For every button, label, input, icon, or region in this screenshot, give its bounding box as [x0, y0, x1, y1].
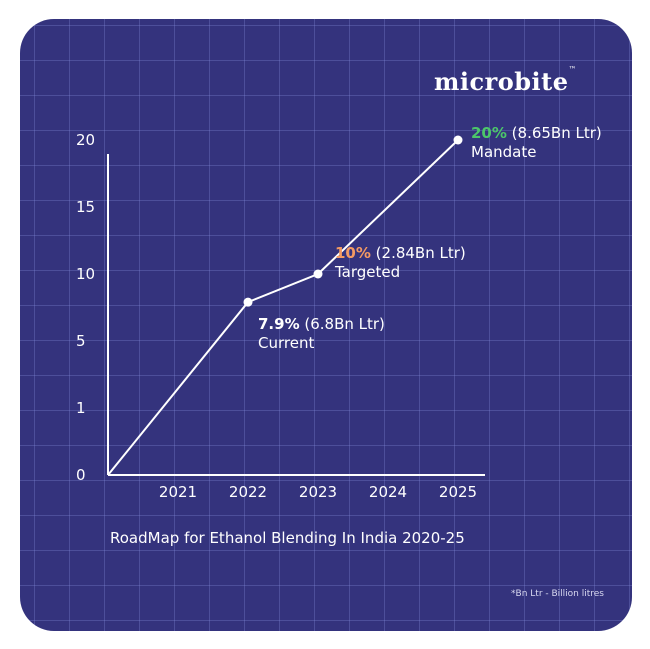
x-tick-label: 2021	[159, 483, 197, 501]
x-tick-label: 2025	[439, 483, 477, 501]
y-tick-label: 1	[76, 399, 86, 417]
y-tick-label: 20	[76, 131, 95, 149]
y-tick-label: 10	[76, 265, 95, 283]
annotation-value: 7.9% (6.8Bn Ltr)	[258, 315, 385, 333]
data-point	[453, 135, 463, 145]
x-tick-label: 2023	[299, 483, 337, 501]
annotation-label: Current	[258, 334, 314, 352]
y-tick-label: 15	[76, 198, 95, 216]
annotation-value: 10% (2.84Bn Ltr)	[335, 244, 466, 262]
y-tick-label: 0	[76, 466, 86, 484]
x-tick-label: 2024	[369, 483, 407, 501]
brand-logo: microbite™	[433, 65, 577, 96]
annotation-value: 20% (8.65Bn Ltr)	[471, 124, 602, 142]
series-line	[107, 139, 459, 476]
y-tick-label: 5	[76, 332, 86, 350]
data-point	[313, 269, 323, 279]
data-point	[243, 297, 253, 307]
annotation-label: Mandate	[471, 143, 536, 161]
x-tick-label: 2022	[229, 483, 267, 501]
annotation-label: Targeted	[334, 263, 400, 281]
chart-caption: RoadMap for Ethanol Blending In India 20…	[110, 529, 465, 547]
chart-card: microbite™ 0 1 5 10 15 20 2021 2022 2023 2024 2025…	[20, 19, 632, 631]
footnote: *Bn Ltr - Billion litres	[511, 589, 604, 599]
